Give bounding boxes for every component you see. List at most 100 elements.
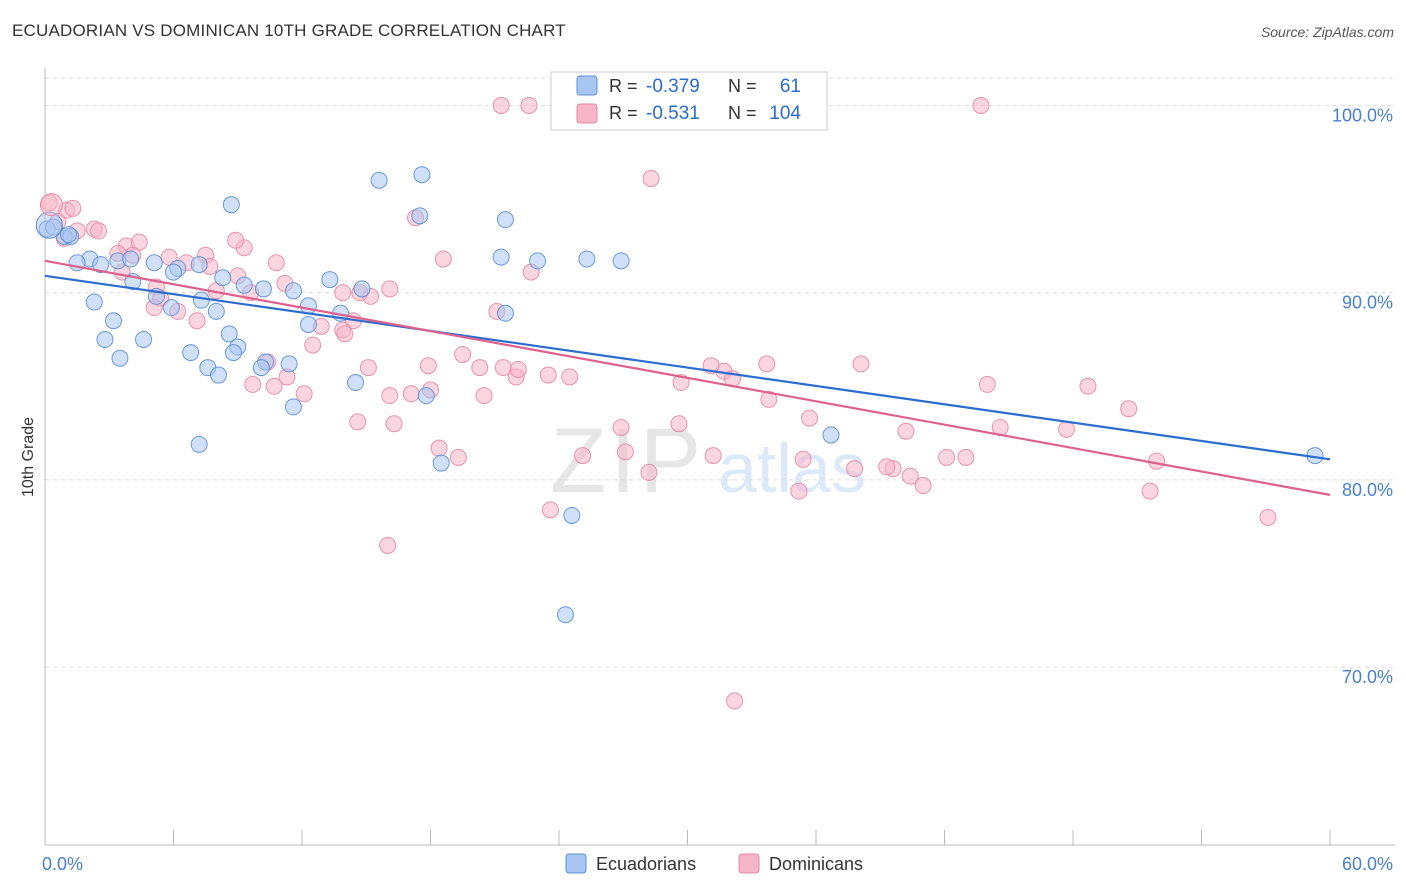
point-dominican: [901, 467, 919, 485]
point-dominican: [1058, 420, 1076, 438]
legend-n-value-dominicans: 104: [769, 103, 801, 124]
y-tick-label: 90.0%: [1342, 293, 1393, 313]
point-ecuadorian: [280, 355, 298, 373]
point-dominican: [304, 336, 322, 354]
legend-r-label-dominicans: R =: [609, 103, 638, 123]
point-ecuadorian: [122, 250, 140, 268]
point-ecuadorian: [578, 250, 596, 268]
point-ecuadorian: [209, 366, 227, 384]
point-dominican: [972, 96, 990, 114]
point-dominican: [616, 443, 634, 461]
point-dominican: [265, 377, 283, 395]
points-layer: [35, 96, 1324, 710]
point-dominican: [561, 368, 579, 386]
y-axis-label: 10th Grade: [20, 417, 37, 497]
point-dominican: [349, 413, 367, 431]
point-dominican: [402, 385, 420, 403]
point-dominican: [334, 284, 352, 302]
trend-line-ecuadorian: [44, 274, 1331, 461]
legend-swatch-dominicans: [576, 103, 598, 124]
point-ecuadorian: [284, 398, 302, 416]
bottom-legend-label-dominicans[interactable]: Dominicans: [769, 854, 863, 874]
point-dominican: [90, 222, 108, 240]
legend-n-value-ecuadorians: 61: [780, 76, 801, 97]
point-dominican: [978, 375, 996, 393]
point-ecuadorian: [353, 280, 371, 298]
point-ecuadorian: [496, 211, 514, 229]
bottom-legend-swatch-ecuadorians[interactable]: [565, 853, 587, 874]
point-dominican: [244, 375, 262, 393]
point-ecuadorian: [556, 606, 574, 624]
point-dominican: [760, 390, 778, 408]
point-dominican: [267, 254, 285, 272]
point-ecuadorian: [252, 359, 270, 377]
point-dominican: [758, 355, 776, 373]
point-ecuadorian: [299, 316, 317, 334]
point-dominican: [379, 536, 397, 554]
legend-n-label-ecuadorians: N =: [728, 76, 757, 96]
y-tick-label: 100.0%: [1332, 105, 1393, 125]
legend-n-label-dominicans: N =: [728, 103, 757, 123]
point-ecuadorian: [190, 256, 208, 274]
point-ecuadorian: [105, 312, 123, 330]
point-ecuadorian: [135, 330, 153, 348]
point-dominican: [64, 199, 82, 217]
point-dominican: [520, 96, 538, 114]
point-dominican: [1079, 377, 1097, 395]
bottom-legend-label-ecuadorians[interactable]: Ecuadorians: [596, 854, 696, 874]
point-ecuadorian: [529, 252, 547, 270]
point-ecuadorian: [612, 252, 630, 270]
point-ecuadorian: [563, 506, 581, 524]
point-ecuadorian: [96, 330, 114, 348]
point-dominican: [381, 280, 399, 298]
point-dominican: [449, 448, 467, 466]
point-ecuadorian: [284, 282, 302, 300]
point-dominican: [801, 409, 819, 427]
axis-layer: 100.0% 90.0% 80.0% 70.0% 0.0% 60.0%: [42, 68, 1395, 874]
point-ecuadorian-cluster: [35, 211, 63, 239]
point-ecuadorian: [192, 291, 210, 309]
point-dominican: [897, 422, 915, 440]
point-ecuadorian: [165, 263, 182, 281]
point-dominican: [381, 387, 399, 405]
point-dominican: [188, 312, 206, 330]
x-tick-label-min: 0.0%: [42, 854, 83, 874]
point-dominican: [419, 357, 437, 375]
y-tick-label: 80.0%: [1342, 480, 1393, 500]
point-dominican: [434, 250, 452, 268]
point-dominican: [1259, 508, 1277, 526]
point-ecuadorian: [411, 207, 429, 225]
point-ecuadorian: [207, 302, 225, 320]
y-tick-label: 70.0%: [1342, 667, 1393, 687]
point-dominican: [492, 96, 510, 114]
point-ecuadorian: [299, 297, 317, 315]
point-dominican: [852, 355, 870, 373]
point-dominican: [1120, 400, 1138, 418]
point-ecuadorian: [370, 171, 388, 189]
point-dominican: [670, 415, 688, 433]
point-ecuadorian: [92, 256, 110, 274]
point-dominican: [914, 477, 932, 495]
point-dominican: [878, 458, 896, 476]
legend-swatch-ecuadorians: [576, 75, 598, 96]
point-dominican: [430, 439, 448, 457]
point-dominican-cluster: [39, 193, 63, 217]
point-dominican: [672, 374, 690, 392]
point-ecuadorian: [190, 435, 208, 453]
point-ecuadorian: [224, 344, 242, 362]
point-dominican: [541, 501, 559, 519]
chart-title: ECUADORIAN VS DOMINICAN 10TH GRADE CORRE…: [12, 21, 566, 40]
point-ecuadorian: [60, 226, 78, 244]
point-ecuadorian: [417, 387, 435, 405]
legend-r-value-dominicans: -0.531: [646, 103, 700, 124]
bottom-legend-swatch-dominicans[interactable]: [738, 853, 760, 874]
point-dominican: [794, 450, 812, 468]
point-ecuadorian: [214, 269, 232, 287]
point-dominican: [704, 447, 722, 465]
point-dominican: [509, 360, 527, 378]
trend-line-dominican: [44, 259, 1331, 496]
point-ecuadorian: [235, 276, 253, 294]
point-ecuadorian: [162, 299, 180, 317]
point-dominican: [612, 418, 630, 436]
